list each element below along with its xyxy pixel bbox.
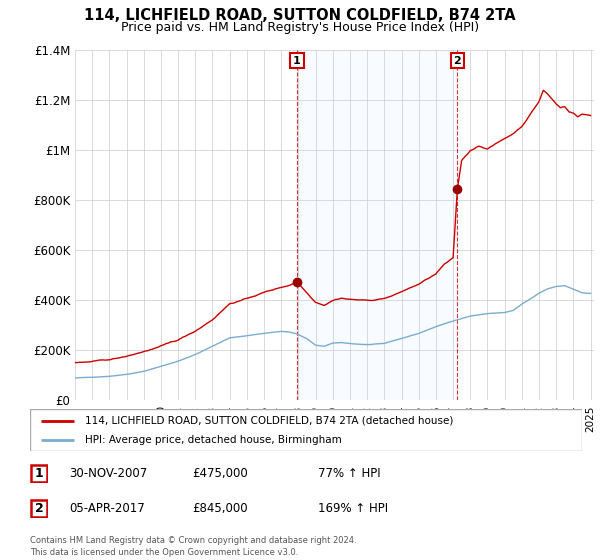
Text: 05-APR-2017: 05-APR-2017 bbox=[69, 502, 145, 515]
Text: 30-NOV-2007: 30-NOV-2007 bbox=[69, 466, 147, 480]
Text: HPI: Average price, detached house, Birmingham: HPI: Average price, detached house, Birm… bbox=[85, 435, 342, 445]
Bar bbox=[297, 50, 457, 400]
Text: 114, LICHFIELD ROAD, SUTTON COLDFIELD, B74 2TA (detached house): 114, LICHFIELD ROAD, SUTTON COLDFIELD, B… bbox=[85, 416, 454, 426]
Text: £845,000: £845,000 bbox=[192, 502, 248, 515]
Text: 2: 2 bbox=[35, 502, 43, 515]
FancyBboxPatch shape bbox=[31, 500, 47, 517]
Text: 2: 2 bbox=[454, 55, 461, 66]
Text: Contains HM Land Registry data © Crown copyright and database right 2024.
This d: Contains HM Land Registry data © Crown c… bbox=[30, 536, 356, 557]
Text: 169% ↑ HPI: 169% ↑ HPI bbox=[318, 502, 388, 515]
FancyBboxPatch shape bbox=[31, 465, 47, 482]
Text: 1: 1 bbox=[35, 466, 43, 480]
Text: 1: 1 bbox=[293, 55, 301, 66]
FancyBboxPatch shape bbox=[30, 409, 582, 451]
Text: 77% ↑ HPI: 77% ↑ HPI bbox=[318, 466, 380, 480]
Text: £475,000: £475,000 bbox=[192, 466, 248, 480]
Text: Price paid vs. HM Land Registry's House Price Index (HPI): Price paid vs. HM Land Registry's House … bbox=[121, 21, 479, 34]
Text: 114, LICHFIELD ROAD, SUTTON COLDFIELD, B74 2TA: 114, LICHFIELD ROAD, SUTTON COLDFIELD, B… bbox=[84, 8, 516, 24]
